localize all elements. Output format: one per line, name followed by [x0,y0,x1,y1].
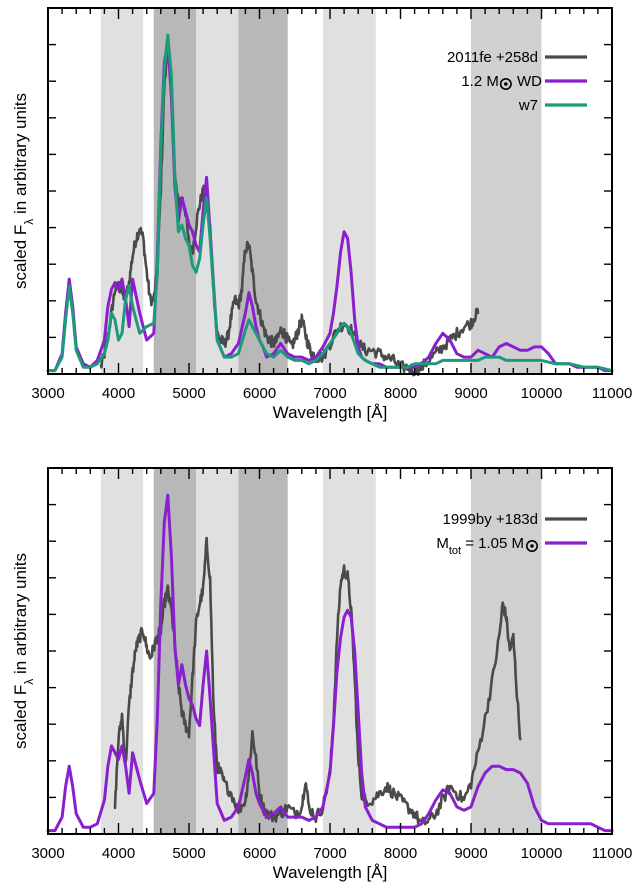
top-legend-label-main: 2011fe +258d [447,49,538,66]
bottom-band-4 [322,468,376,834]
top-legend: 2011fe +258d 1.2 M WD w7 [447,49,587,114]
top-legend-label-tail: WD [513,73,542,90]
top-x-tick-label: 11000 [592,385,633,402]
bottom-x-tick-label: 10000 [521,845,563,862]
top-x-tick-label: 3000 [31,385,64,402]
bottom-x-ticks [47,468,613,834]
bottom-legend-label-tail: = 1.05 M [461,535,524,552]
top-y-axis-title-main: scaled F [11,225,30,289]
bottom-y-axis-title-main: scaled F [11,685,30,749]
bottom-legend-label-sub: tot [449,545,461,557]
top-band-5 [471,8,542,374]
bottom-x-tick-label: 11000 [592,845,633,862]
top-series-line-2 [46,33,614,373]
top-band-3 [238,8,288,374]
bottom-x-tick-label: 4000 [102,845,135,862]
bottom-spectrum-panel: 3000 4000 5000 6000 7000 8000 9000 10000 11000 W… [11,467,632,882]
top-x-tick-label: 5000 [172,385,205,402]
bottom-legend-sun-icon [525,539,538,552]
top-x-ticks [47,8,613,374]
top-x-tick-labels: 3000 4000 5000 6000 7000 8000 9000 10000 11000 [31,385,632,402]
bottom-legend-label-1: Mtot = 1.05 M [436,535,524,557]
bottom-x-tick-label: 5000 [172,845,205,862]
bottom-band-5 [471,468,542,834]
bottom-y-axis-title: scaled Fλ in arbitrary units [11,553,36,749]
top-x-tick-label: 10000 [521,385,563,402]
bottom-series-line-1 [46,493,614,833]
bottom-x-tick-labels: 3000 4000 5000 6000 7000 8000 9000 10000 11000 [31,845,632,862]
bottom-legend-sun-dot-icon [530,544,534,548]
bottom-x-tick-label: 7000 [313,845,346,862]
top-x-tick-label: 8000 [384,385,417,402]
top-legend-label-main: 1.2 M [461,73,499,90]
top-spectra-lines [46,33,614,377]
bottom-x-tick-label: 9000 [454,845,487,862]
top-legend-label-1: 1.2 M WD [461,73,542,90]
bottom-legend: 1999by +183d Mtot = 1.05 M [436,511,587,557]
top-legend-sun-dot-icon [504,82,508,86]
bottom-legend-label-0: 1999by +183d [442,511,538,528]
bottom-legend-label-main: 1999by +183d [442,511,538,528]
bottom-x-tick-label: 6000 [243,845,276,862]
bottom-y-axis-title-tail: in arbitrary units [11,553,30,679]
bottom-spectra-lines [46,493,614,833]
top-legend-label-0: 2011fe +258d [447,49,538,66]
top-wavelength-bands [100,8,542,374]
top-legend-label-main: w7 [518,97,538,114]
top-band-4 [322,8,376,374]
top-series-line-0 [99,53,480,377]
top-x-axis-title: Wavelength [Å] [273,403,388,422]
top-y-axis-title-tail: in arbitrary units [11,93,30,219]
bottom-x-tick-label: 3000 [31,845,64,862]
top-y-axis-title: scaled Fλ in arbitrary units [11,93,36,289]
top-x-tick-label: 7000 [313,385,346,402]
top-legend-label-2: w7 [518,97,538,114]
top-spectrum-panel: 3000 4000 5000 6000 7000 8000 9000 10000 11000 W… [11,7,632,422]
top-x-tick-label: 6000 [243,385,276,402]
bottom-x-axis-title: Wavelength [Å] [273,863,388,882]
bottom-band-2 [196,468,239,834]
top-x-tick-label: 4000 [102,385,135,402]
bottom-legend-label-main: M [436,535,449,552]
top-legend-sun-icon [499,78,512,91]
bottom-x-tick-label: 8000 [384,845,417,862]
bottom-y-axis-title-sub: λ [22,679,36,685]
top-x-tick-label: 9000 [454,385,487,402]
top-y-axis-title-sub: λ [22,219,36,225]
